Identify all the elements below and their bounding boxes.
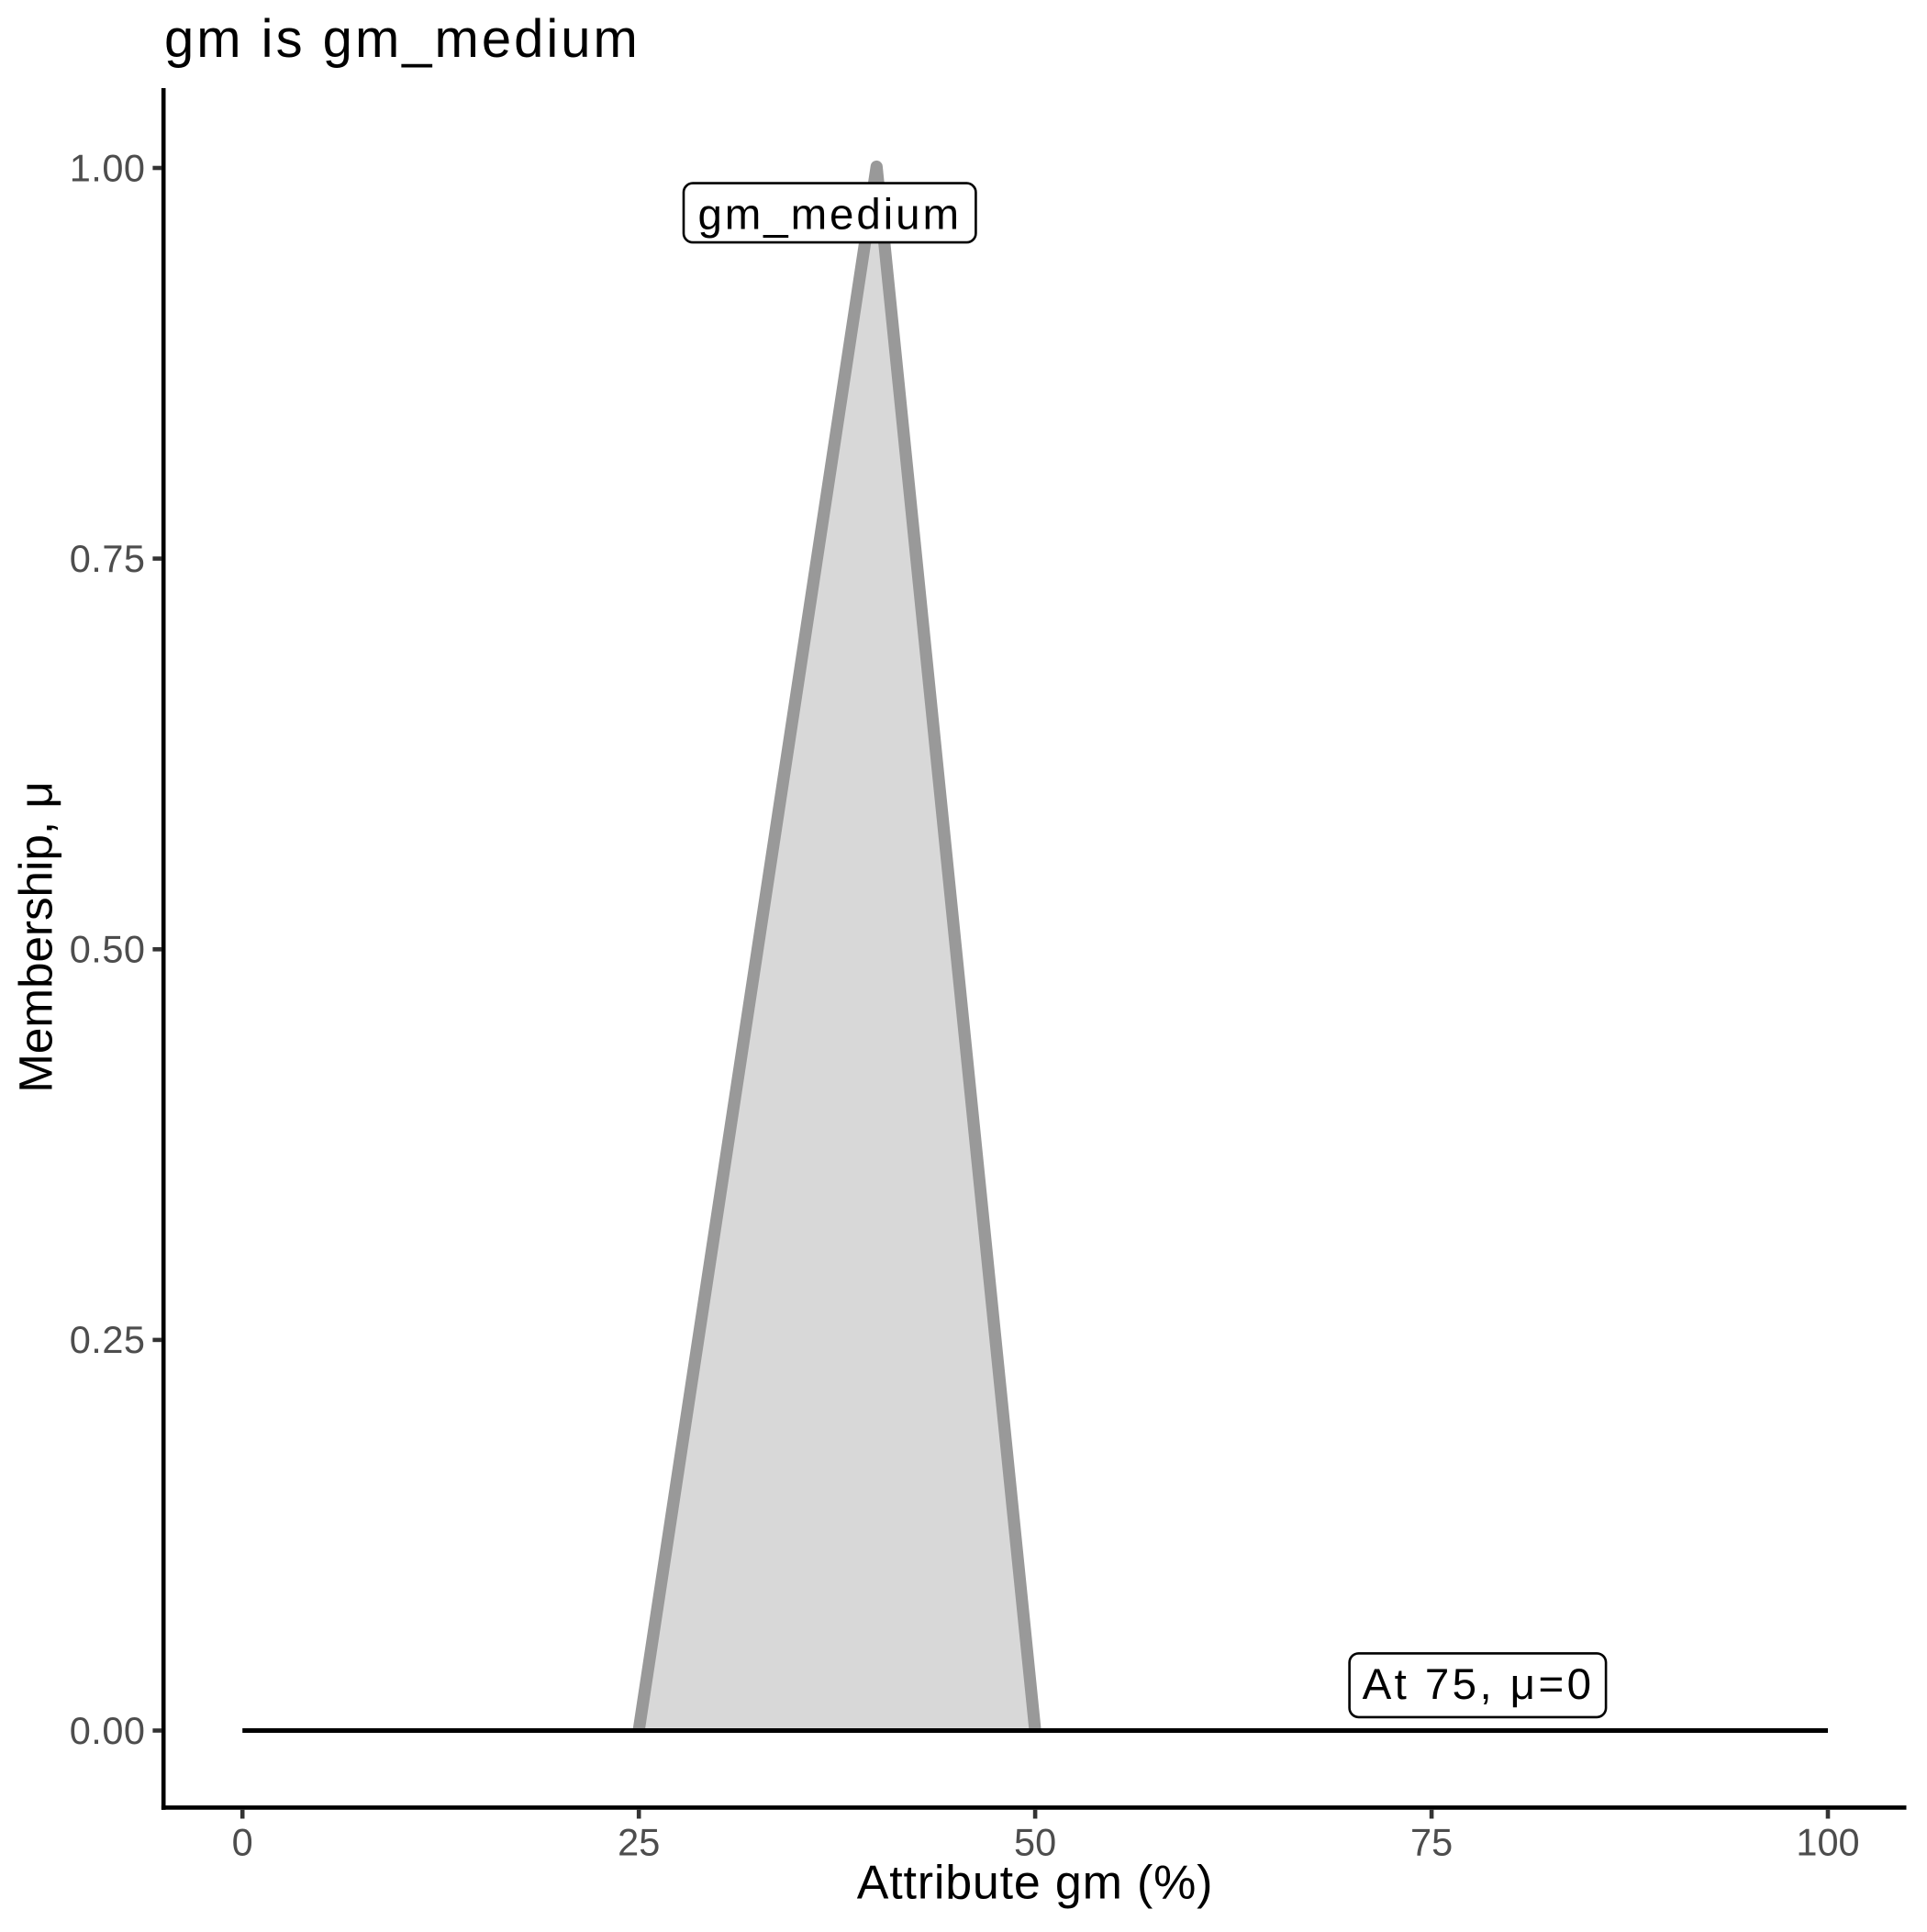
svg-text:75: 75 — [1410, 1821, 1453, 1864]
svg-text:1.00: 1.00 — [70, 146, 146, 189]
svg-text:0.50: 0.50 — [70, 928, 146, 971]
svg-text:100: 100 — [1796, 1821, 1859, 1864]
svg-text:50: 50 — [1014, 1821, 1056, 1864]
svg-text:Membership, μ: Membership, μ — [9, 781, 61, 1093]
svg-text:At 75, μ=0: At 75, μ=0 — [1363, 1660, 1595, 1709]
svg-text:Attribute gm (%): Attribute gm (%) — [857, 1857, 1213, 1910]
svg-text:0.00: 0.00 — [70, 1709, 146, 1752]
svg-text:gm_medium: gm_medium — [697, 191, 961, 240]
svg-text:25: 25 — [618, 1821, 660, 1864]
svg-text:gm is gm_medium: gm is gm_medium — [164, 9, 640, 69]
svg-text:0.75: 0.75 — [70, 537, 146, 580]
svg-text:0.25: 0.25 — [70, 1318, 146, 1361]
svg-text:0: 0 — [232, 1821, 253, 1864]
